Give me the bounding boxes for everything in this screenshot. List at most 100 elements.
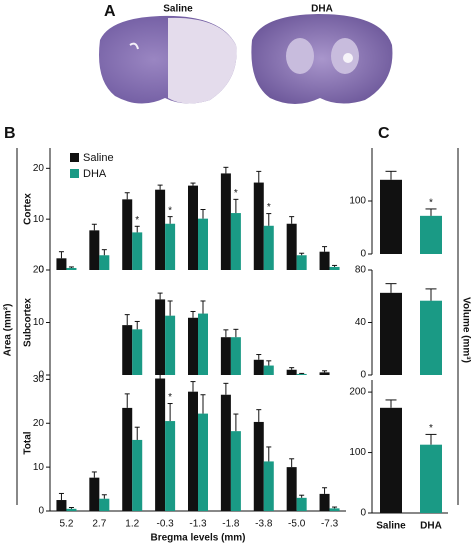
bar (132, 232, 143, 270)
image-title: Saline (163, 4, 193, 15)
y-tick-label: 100 (349, 447, 366, 458)
bar (230, 337, 241, 375)
bar (99, 498, 110, 511)
bar (296, 255, 307, 270)
x-tick-label: 1.2 (125, 519, 139, 530)
bar (286, 369, 297, 375)
y-tick-label: 10 (33, 317, 45, 328)
bar (220, 394, 231, 511)
legend-swatch (70, 153, 79, 162)
bar (420, 444, 442, 513)
bar (165, 223, 176, 270)
bar (263, 461, 274, 511)
y-axis-title: Area (mm²) (3, 304, 14, 357)
x-tick-label: -7.3 (321, 519, 339, 530)
legend-label: Saline (83, 152, 114, 164)
bar (66, 508, 77, 511)
bar (132, 439, 143, 511)
panel-name: Total (23, 431, 34, 454)
bar (220, 173, 231, 270)
x-tick-label: -0.3 (156, 519, 174, 530)
bar (198, 218, 208, 270)
significance: * (168, 205, 172, 216)
x-tick-label: -1.3 (189, 519, 207, 530)
significance: * (234, 188, 238, 199)
y-tick-label: 0 (360, 370, 366, 381)
bar (253, 421, 264, 511)
bar (230, 213, 241, 270)
y-tick-label: 0 (38, 265, 44, 276)
bar (132, 329, 143, 375)
bar (122, 407, 133, 511)
significance: * (135, 215, 139, 226)
bar (286, 223, 297, 270)
bar (188, 317, 198, 375)
bar (263, 365, 274, 375)
significance: * (267, 202, 271, 213)
bar (253, 359, 264, 375)
bar (230, 431, 241, 511)
legend-swatch (70, 169, 79, 178)
y-tick-label: 0 (38, 506, 44, 517)
bar (329, 508, 340, 511)
panel-label: A (104, 3, 116, 20)
x-tick-label: DHA (420, 521, 442, 532)
y-tick-label: 20 (33, 163, 45, 174)
bar (329, 266, 340, 270)
y-tick-label: 20 (33, 265, 45, 276)
bar (319, 493, 330, 511)
x-axis-title: Bregma levels (mm) (150, 533, 245, 544)
bar (253, 182, 264, 270)
significance: * (429, 423, 433, 434)
brain-saline (99, 15, 237, 104)
bar (319, 372, 330, 375)
bar (188, 185, 198, 270)
x-tick-label: -1.8 (222, 519, 240, 530)
bar (420, 215, 442, 254)
panel-name: Cortex (23, 193, 34, 225)
bar (89, 477, 100, 511)
y-tick-label: 30 (33, 374, 45, 385)
bar (296, 497, 307, 511)
x-tick-label: -3.8 (255, 519, 273, 530)
bar (420, 300, 442, 375)
bar (56, 258, 67, 270)
y-tick-label: 100 (349, 196, 366, 207)
brain-dha (251, 14, 393, 104)
y-tick-label: 200 (349, 387, 366, 398)
y-tick-label: 40 (355, 317, 367, 328)
bar (155, 378, 166, 511)
x-tick-label: Saline (376, 521, 406, 532)
bar (198, 413, 208, 511)
bar (56, 500, 67, 511)
significance: * (168, 392, 172, 403)
bar (286, 467, 297, 511)
y-tick-label: 80 (355, 265, 367, 276)
bar (263, 225, 274, 270)
x-tick-label: 5.2 (59, 519, 73, 530)
significance: * (429, 198, 433, 209)
bar (122, 199, 133, 270)
x-tick-label: -5.0 (288, 519, 306, 530)
panel-label: B (4, 125, 16, 142)
bar (122, 325, 133, 375)
bar (296, 373, 307, 375)
bar (380, 407, 402, 513)
bar (198, 313, 208, 375)
bar (165, 315, 176, 375)
y-tick-label: 0 (38, 370, 44, 381)
bar (165, 421, 176, 511)
y-tick-label: 20 (33, 418, 45, 429)
panel-name: Subcortex (23, 298, 34, 347)
panel-label: C (378, 125, 390, 142)
bar (380, 292, 402, 375)
y-tick-label: 0 (360, 508, 366, 519)
bar (220, 337, 231, 375)
y-tick-label: 0 (360, 249, 366, 260)
bar (155, 189, 166, 270)
x-tick-label: 2.7 (92, 519, 106, 530)
bar (89, 230, 100, 270)
image-title: DHA (311, 4, 333, 15)
bar (380, 179, 402, 254)
